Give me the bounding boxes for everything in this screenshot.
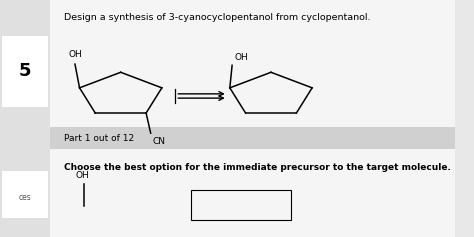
Text: 5: 5 <box>19 62 31 80</box>
Bar <box>191 190 292 220</box>
Text: CN: CN <box>153 137 166 146</box>
Text: Choose the best option for the immediate precursor to the target molecule.: Choose the best option for the immediate… <box>64 163 451 172</box>
Bar <box>2 171 48 218</box>
Text: OH: OH <box>75 171 89 180</box>
Text: ces: ces <box>18 193 31 202</box>
Text: Design a synthesis of 3-cyanocyclopentanol from cyclopentanol.: Design a synthesis of 3-cyanocyclopentan… <box>64 13 370 22</box>
Text: OH: OH <box>68 50 82 59</box>
Bar <box>2 36 48 107</box>
Bar <box>50 0 456 237</box>
Bar <box>50 127 456 149</box>
Text: OH: OH <box>234 53 248 62</box>
Text: Part 1 out of 12: Part 1 out of 12 <box>64 134 134 143</box>
Bar <box>0 0 50 237</box>
